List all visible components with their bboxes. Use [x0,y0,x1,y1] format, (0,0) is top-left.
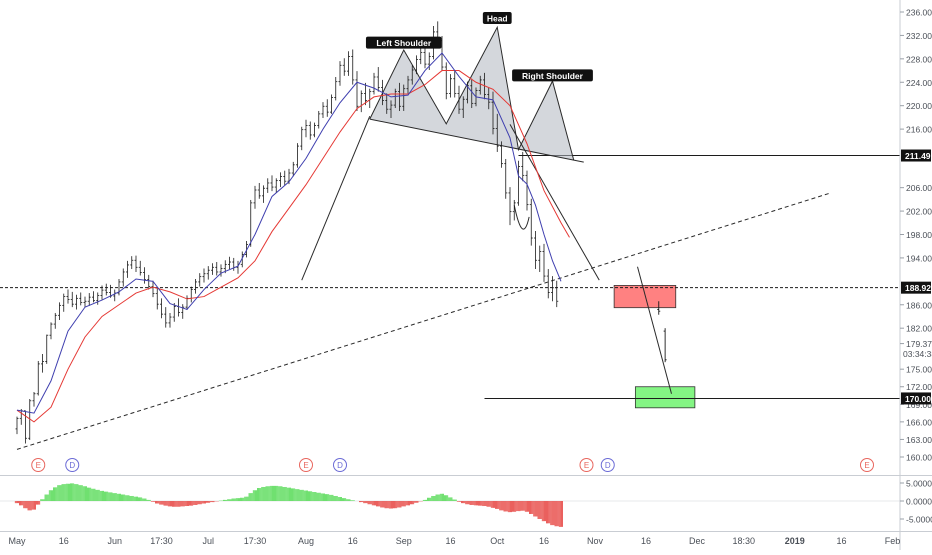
price-label-countdown: 03:34:38 [903,349,932,359]
price-tick-label: 169.00 [906,400,932,410]
support-trendline [16,193,829,450]
left-shoulder-rise [301,116,371,281]
date-label: 16 [641,536,651,546]
date-label: 16 [348,536,358,546]
annotation-left-shoulder: Left Shoulder [376,38,431,48]
sma-slow-line [16,70,570,423]
curve-mark [513,205,530,230]
price-label-bg-current [901,281,931,294]
oscillator-tick-label: 5.0000 [906,479,932,489]
price-tick-label: 224.00 [906,78,932,88]
date-label: Dec [689,536,706,546]
price-label-target: 170.00 [905,394,931,404]
annotation-head: Head [487,14,508,24]
price-tick-label: 202.00 [906,207,932,217]
date-label: 17:30 [150,536,173,546]
annotation-right-shoulder: Right Shoulder [522,71,584,81]
price-tick-label: 232.00 [906,31,932,41]
date-label: Sep [396,536,412,546]
zone-entry [613,285,677,309]
date-label: 17:30 [244,536,267,546]
price-tick-label: 163.00 [906,435,932,445]
annotations-layer: Left Shoulder Head Right Shoulder [365,12,593,82]
price-tick-label: 160.00 [906,453,932,463]
event-label: E [864,461,869,470]
annotation-bg-left-shoulder [365,36,442,49]
date-label: 2019 [785,536,805,546]
event-label: D [69,461,75,470]
date-label: 16 [445,536,455,546]
event-marker [860,458,874,472]
price-tick-label: 236.00 [906,8,932,18]
date-label: 16 [539,536,549,546]
zones-layer [613,285,696,409]
price-tick-label: 198.00 [906,230,932,240]
event-label: E [303,461,308,470]
zone-target [634,386,696,409]
price-tick-label: 179.37 [906,339,932,349]
price-tick-label: 166.00 [906,417,932,427]
oscillator-tick-label: 0.0000 [906,497,932,507]
event-marker [579,458,594,472]
target-path-line [637,266,672,394]
price-tick-label: 182.00 [906,324,932,334]
price-tick-label: 206.00 [906,183,932,193]
oscillator-tick-label: -5.0000 [906,515,932,525]
price-tick-label: 172.00 [906,382,932,392]
event-label: D [337,461,343,470]
price-tick-label: 186.00 [906,300,932,310]
price-tick-label: 228.00 [906,54,932,64]
event-label: E [584,461,589,470]
price-tick-label: 216.00 [906,125,932,135]
moving-averages-layer [16,52,570,423]
date-label: 16 [59,536,69,546]
event-label: E [36,461,41,470]
date-label: 18:30 [732,536,755,546]
price-label-current: 188.92 [905,283,931,293]
price-tick-label: 194.00 [906,253,932,263]
date-label: 16 [836,536,846,546]
price-label-bg-resistance [901,149,931,162]
candles-layer [15,21,667,444]
date-label: May [8,536,26,546]
date-label: Jun [107,536,122,546]
event-marker [333,458,347,472]
date-label: Feb [885,536,901,546]
event-marker [31,458,46,472]
price-label-resistance: 211.49 [905,151,931,161]
oscillator-layer [0,483,900,527]
projection-line [509,124,600,281]
event-marker [299,458,313,472]
sma-fast-line [16,52,562,414]
date-label: Jul [202,536,214,546]
price-tick-label: 220.00 [906,101,932,111]
price-tick-label: 175.00 [906,365,932,375]
event-marker [65,458,80,472]
date-label: Nov [587,536,604,546]
price-label-bg-target [901,392,931,405]
date-label: Aug [298,536,314,546]
event-label: D [605,461,611,470]
neckline [369,118,584,163]
event-marker [600,458,615,472]
annotation-bg-head [482,12,512,25]
date-label: Oct [490,536,505,546]
annotation-bg-right-shoulder [512,69,593,82]
